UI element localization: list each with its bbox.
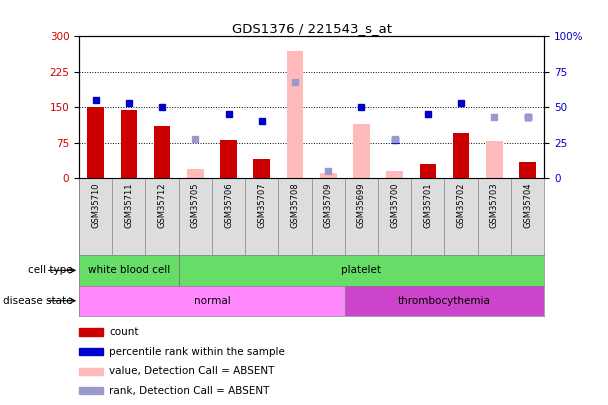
Text: thrombocythemia: thrombocythemia [398,296,491,306]
Bar [79,348,103,355]
Text: normal: normal [193,296,230,306]
Text: GSM35709: GSM35709 [323,182,333,228]
Text: GSM35708: GSM35708 [291,182,300,228]
Bar [79,387,103,394]
Bar [519,162,536,178]
Text: disease state: disease state [4,296,73,306]
Title: GDS1376 / 221543_s_at: GDS1376 / 221543_s_at [232,22,392,35]
Text: GSM35703: GSM35703 [490,182,499,228]
Text: value, Detection Call = ABSENT: value, Detection Call = ABSENT [109,366,275,376]
Text: GSM35712: GSM35712 [157,182,167,228]
Bar [79,328,103,335]
Text: GSM35710: GSM35710 [91,182,100,228]
Text: GSM35701: GSM35701 [423,182,432,228]
Text: cell type: cell type [29,265,73,275]
Text: GSM35706: GSM35706 [224,182,233,228]
Bar [486,141,503,178]
Bar [386,171,403,178]
Bar [220,141,237,178]
Text: percentile rank within the sample: percentile rank within the sample [109,347,285,356]
Bar [353,124,370,178]
Bar [453,133,469,178]
Text: GSM35704: GSM35704 [523,182,532,228]
Bar [320,173,336,178]
Bar [254,159,270,178]
Text: GSM35700: GSM35700 [390,182,399,228]
Text: GSM35702: GSM35702 [457,182,466,228]
Text: GSM35711: GSM35711 [125,182,133,228]
Bar [79,286,345,316]
Bar [187,169,204,178]
Text: GSM35707: GSM35707 [257,182,266,228]
Bar [120,110,137,178]
Bar [287,51,303,178]
Bar [79,368,103,375]
Bar [345,286,544,316]
Text: GSM35699: GSM35699 [357,182,366,228]
Text: platelet: platelet [342,265,381,275]
Bar [88,107,104,178]
Bar [154,126,170,178]
Text: GSM35705: GSM35705 [191,182,200,228]
Text: white blood cell: white blood cell [88,265,170,275]
Text: count: count [109,327,139,337]
Text: rank, Detection Call = ABSENT: rank, Detection Call = ABSENT [109,386,270,396]
Bar [420,164,436,178]
